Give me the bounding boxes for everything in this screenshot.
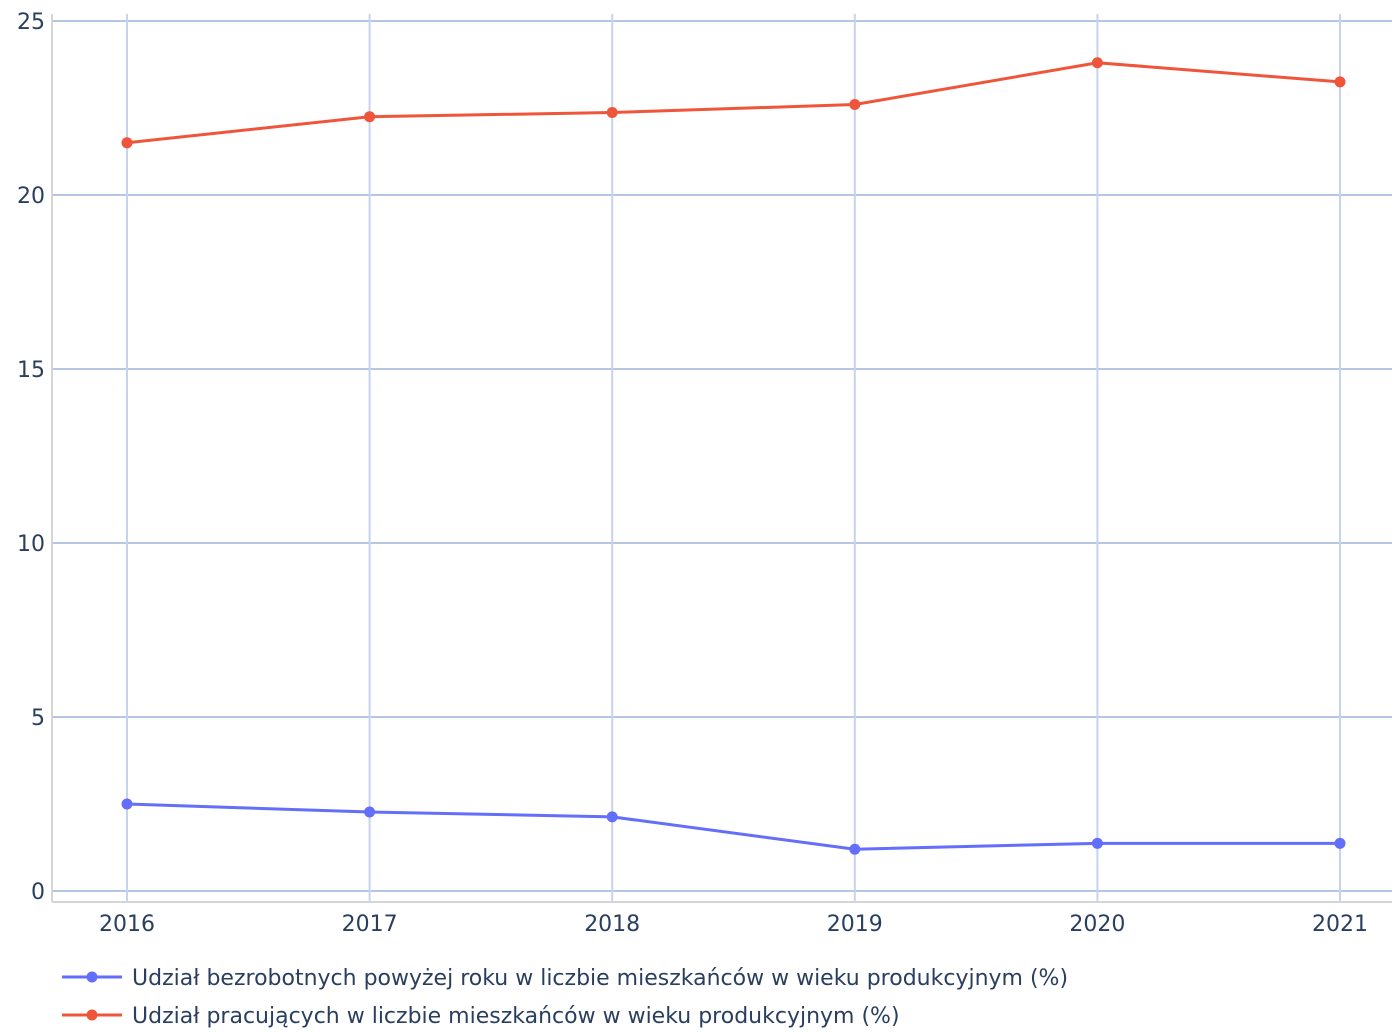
- y-tick-label: 5: [31, 706, 45, 731]
- legend-label: Udział pracujących w liczbie mieszkańców…: [132, 1004, 900, 1029]
- x-gridlines: [126, 14, 1341, 902]
- axes: [51, 14, 1392, 903]
- x-tick-label: 2019: [827, 912, 883, 937]
- series-layer: [121, 57, 1346, 855]
- y-tick-label: 20: [17, 184, 45, 209]
- series-1-point: [1091, 837, 1103, 849]
- y-tick-label: 15: [17, 358, 45, 383]
- y-tick-label: 10: [17, 532, 45, 557]
- x-tick-label: 2018: [584, 912, 640, 937]
- series-2-point: [121, 137, 133, 149]
- series-1-point: [849, 843, 861, 855]
- series-2-point: [1334, 76, 1346, 88]
- series-1-point: [606, 811, 618, 823]
- y-tick-label: 0: [31, 880, 45, 905]
- x-tick-label: 2021: [1312, 912, 1368, 937]
- x-tick-labels: 2016 2017 2018 2019 2020 2021: [99, 912, 1368, 937]
- x-tick-label: 2016: [99, 912, 155, 937]
- series-2-point: [1091, 57, 1103, 69]
- series-2-point: [606, 107, 618, 119]
- legend-label: Udział bezrobotnych powyżej roku w liczb…: [132, 966, 1068, 991]
- x-tick-label: 2020: [1069, 912, 1125, 937]
- y-tick-label: 25: [17, 10, 45, 35]
- legend-swatch-marker: [86, 971, 98, 983]
- series-1-line: [126, 802, 1340, 851]
- series-1-point: [1334, 837, 1346, 849]
- series-2-point: [849, 99, 861, 111]
- legend-swatch-marker: [86, 1009, 98, 1021]
- series-2-line: [126, 61, 1341, 145]
- series-2: [121, 57, 1346, 149]
- legend-item-2[interactable]: Udział pracujących w liczbie mieszkańców…: [62, 1004, 900, 1029]
- legend: Udział bezrobotnych powyżej roku w liczb…: [62, 966, 1068, 1029]
- series-1-point: [121, 798, 133, 810]
- x-tick-label: 2017: [342, 912, 398, 937]
- series-1-point: [364, 806, 376, 818]
- y-tick-labels: 0 5 10 15 20 25: [17, 10, 45, 905]
- y-gridlines: [52, 20, 1392, 892]
- legend-item-1[interactable]: Udział bezrobotnych powyżej roku w liczb…: [62, 966, 1068, 991]
- series-1: [121, 798, 1346, 855]
- series-2-point: [364, 111, 376, 123]
